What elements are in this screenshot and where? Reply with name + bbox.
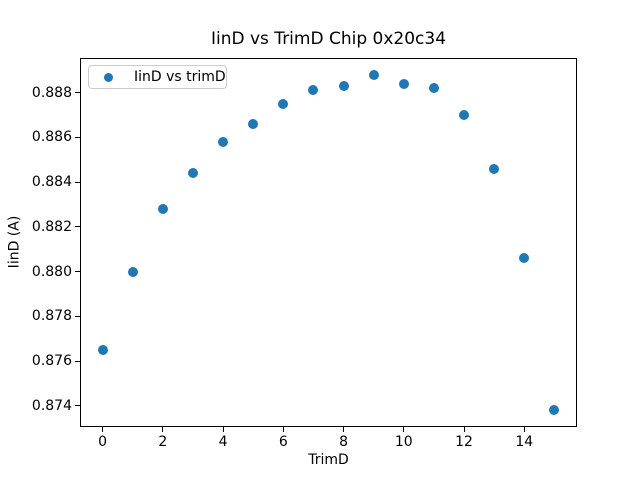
x-tick-label: 4	[218, 434, 228, 450]
x-tick-mark	[463, 427, 465, 432]
x-tick-label: 6	[278, 434, 288, 450]
y-tick-mark	[75, 405, 80, 407]
data-point	[489, 163, 500, 174]
y-tick-label: 0.874	[31, 397, 72, 414]
x-tick-label: 0	[98, 434, 108, 450]
y-tick-label: 0.878	[31, 308, 72, 325]
x-tick-mark	[102, 427, 104, 432]
x-tick-mark	[403, 427, 405, 432]
plot-area: IinD vs trimD	[80, 58, 577, 427]
data-point	[368, 69, 379, 80]
x-tick-label: 8	[339, 434, 348, 450]
data-point	[157, 203, 168, 214]
x-tick-mark	[343, 427, 345, 432]
chart-title: IinD vs TrimD Chip 0x20c34	[210, 29, 447, 49]
data-point	[127, 266, 138, 277]
data-point	[519, 253, 530, 264]
data-point	[218, 136, 229, 147]
y-tick-mark	[75, 136, 80, 138]
y-tick-mark	[75, 315, 80, 317]
x-tick-label: 2	[158, 434, 168, 450]
data-point	[248, 118, 259, 129]
y-tick-label: 0.888	[31, 84, 72, 101]
y-tick-mark	[75, 271, 80, 273]
data-point	[187, 168, 198, 179]
x-tick-label: 14	[515, 434, 534, 450]
data-point	[428, 83, 439, 94]
x-axis-label: TrimD	[308, 452, 349, 468]
data-point	[97, 344, 108, 355]
y-tick-mark	[75, 92, 80, 94]
legend: IinD vs trimD	[88, 65, 227, 89]
y-tick-label: 0.884	[31, 174, 72, 191]
legend-label: IinD vs trimD	[134, 69, 226, 85]
x-tick-mark	[523, 427, 525, 432]
legend-marker-icon	[104, 72, 113, 82]
data-point	[278, 98, 289, 109]
y-tick-mark	[75, 226, 80, 228]
y-tick-label: 0.882	[31, 218, 72, 235]
data-point	[338, 80, 349, 91]
y-tick-mark	[75, 181, 80, 183]
data-point	[459, 110, 470, 121]
x-tick-mark	[282, 427, 284, 432]
x-tick-mark	[222, 427, 224, 432]
x-tick-label: 12	[455, 434, 473, 450]
data-point	[398, 78, 409, 89]
y-tick-label: 0.876	[31, 353, 72, 370]
y-tick-label: 0.886	[31, 129, 72, 146]
y-tick-mark	[75, 360, 80, 362]
data-point	[308, 85, 319, 96]
x-tick-mark	[162, 427, 164, 432]
y-tick-label: 0.880	[31, 263, 72, 280]
data-point	[549, 405, 560, 416]
x-tick-label: 10	[394, 434, 413, 450]
